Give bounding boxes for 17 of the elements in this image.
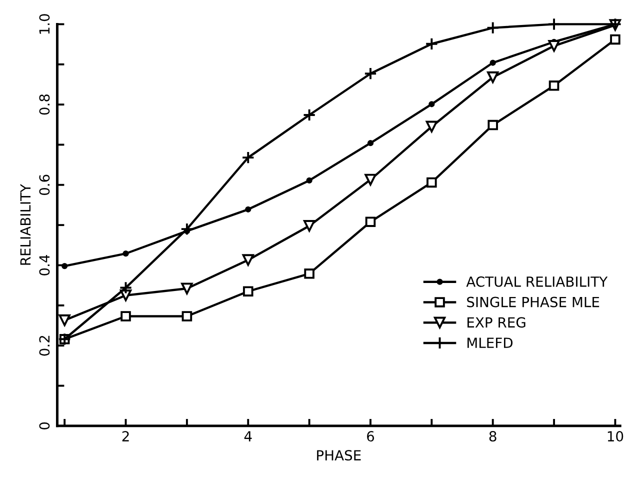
y-tick-label: 1.0 (39, 14, 50, 34)
y-tick-label: 0.6 (39, 174, 50, 196)
y-tick-label: 0.2 (39, 336, 50, 356)
x-tick-label: 4 (244, 431, 252, 442)
x-tick-label: 8 (489, 431, 496, 442)
y-tick-label: 0 (39, 422, 50, 430)
legend-label: EXP REG (468, 317, 526, 328)
y-axis-title: RELIABILITY (20, 184, 30, 265)
y-tick-label: 0.8 (39, 94, 50, 115)
x-tick-label: 6 (367, 431, 374, 442)
x-tick-label: 2 (122, 431, 129, 442)
legend-label: SINGLE PHASE MLE (467, 296, 600, 308)
legend-label: MLEFD (468, 338, 513, 348)
legend-label: ACTUAL RELIABILITY (466, 276, 608, 287)
x-axis-title: PHASE (317, 450, 361, 461)
y-tick-label: 0.4 (39, 254, 50, 276)
x-tick-label: 10 (608, 431, 624, 442)
